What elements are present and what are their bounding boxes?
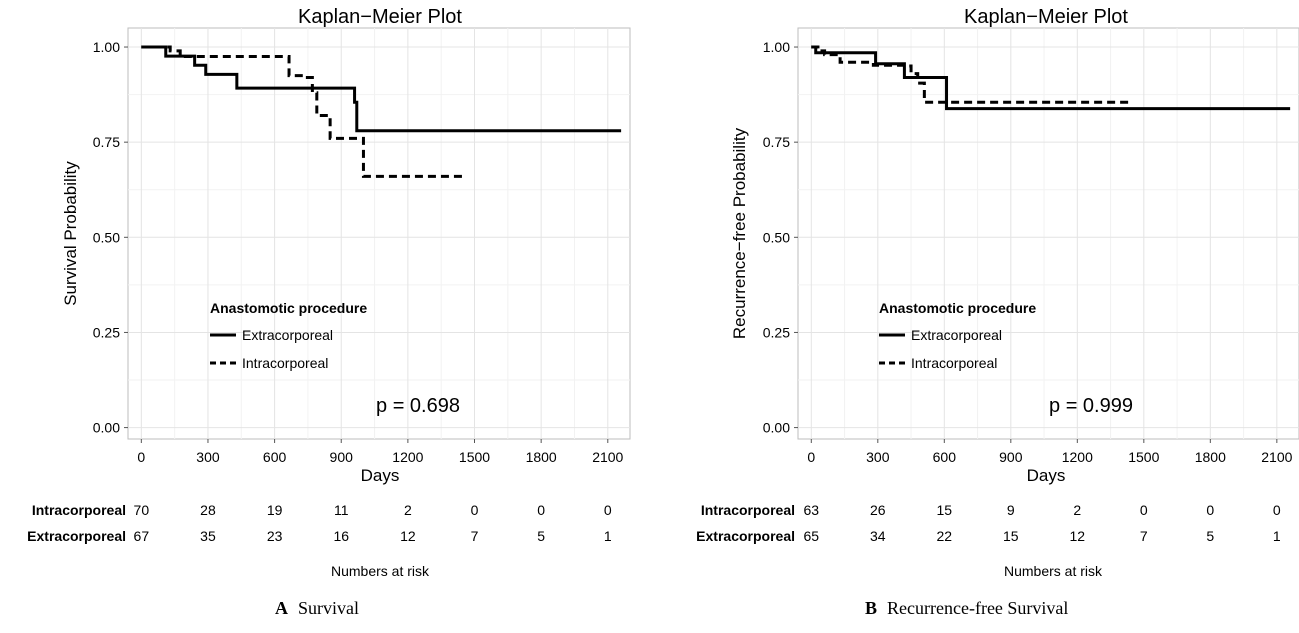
risk-row-label: Intracorporeal <box>32 502 126 518</box>
x-tick-label: 0 <box>807 449 815 465</box>
plot-area <box>127 27 631 440</box>
risk-value: 5 <box>537 528 545 544</box>
y-tick-label: 0.25 <box>763 324 790 340</box>
legend-label-intracorporeal: Intracorporeal <box>242 355 328 371</box>
x-tick-label: 1500 <box>459 449 490 465</box>
x-tick-label: 900 <box>330 449 354 465</box>
x-tick-label: 300 <box>866 449 890 465</box>
risk-value: 1 <box>1273 528 1281 544</box>
x-tick-label: 1800 <box>1195 449 1226 465</box>
risk-value: 70 <box>134 502 150 518</box>
risk-value: 0 <box>1273 502 1281 518</box>
risk-value: 2 <box>404 502 412 518</box>
x-axis-label: Days <box>1027 466 1066 485</box>
km-curve-extracorporeal <box>811 45 1291 111</box>
p-value: p = 0.999 <box>1049 395 1133 417</box>
legend-title: Anastomotic procedure <box>879 300 1036 316</box>
grid <box>798 28 1299 439</box>
risk-value: 15 <box>1003 528 1019 544</box>
risk-value: 7 <box>471 528 479 544</box>
x-axis-label: Days <box>361 466 400 485</box>
x-tick-label: 300 <box>196 449 220 465</box>
x-tick-label: 2100 <box>1261 449 1292 465</box>
x-tick-label: 0 <box>137 449 145 465</box>
caption-letter: B <box>865 598 877 618</box>
km-curve-intracorporeal <box>811 45 1133 104</box>
risk-value: 0 <box>471 502 479 518</box>
x-tick-label: 1500 <box>1128 449 1159 465</box>
caption-text: Survival <box>298 598 359 618</box>
chart-title: Kaplan−Meier Plot <box>964 6 1128 28</box>
legend: Anastomotic procedure Extracorporeal Intra… <box>879 300 1036 371</box>
x-tick-label: 1200 <box>392 449 423 465</box>
risk-value: 35 <box>200 528 216 544</box>
risk-value: 0 <box>1140 502 1148 518</box>
plot-area <box>797 27 1299 440</box>
y-tick-label: 1.00 <box>763 39 790 55</box>
risk-value: 2 <box>1073 502 1081 518</box>
km-curve-intracorporeal <box>141 45 464 178</box>
risk-value: 22 <box>937 528 953 544</box>
risk-value: 12 <box>1070 528 1086 544</box>
risk-value: 23 <box>267 528 283 544</box>
risk-value: 1 <box>604 528 612 544</box>
x-tick-label: 1800 <box>526 449 557 465</box>
y-tick-label: 0.00 <box>763 420 790 436</box>
figure-caption: B Recurrence-free Survival <box>865 598 1068 618</box>
legend: Anastomotic procedure Extracorporeal Intra… <box>210 300 367 371</box>
risk-value: 5 <box>1206 528 1214 544</box>
risk-value: 9 <box>1007 502 1015 518</box>
caption-letter: A <box>275 598 288 618</box>
risk-value: 26 <box>870 502 886 518</box>
y-tick-label: 0.50 <box>763 229 790 245</box>
risk-row-label: Extracorporeal <box>27 528 126 544</box>
x-tick-label: 600 <box>933 449 957 465</box>
legend-label-extracorporeal: Extracorporeal <box>242 327 333 343</box>
risk-value: 15 <box>937 502 953 518</box>
risk-value: 12 <box>400 528 416 544</box>
risk-value: 28 <box>200 502 216 518</box>
y-tick-label: 0.75 <box>763 134 790 150</box>
y-tick-label: 0.75 <box>93 134 120 150</box>
risk-value: 65 <box>804 528 820 544</box>
risk-table: Intracorporeal 70 28 19 11 2 0 0 0Extracorporeal… <box>27 502 612 579</box>
risk-row-label: Intracorporeal <box>701 502 795 518</box>
p-value: p = 0.698 <box>376 395 460 417</box>
risk-value: 34 <box>870 528 886 544</box>
risk-table-title: Numbers at risk <box>331 563 430 579</box>
chart-title: Kaplan−Meier Plot <box>298 6 462 28</box>
legend-label-intracorporeal: Intracorporeal <box>911 355 997 371</box>
y-tick-label: 0.25 <box>93 324 120 340</box>
caption-text: Recurrence-free Survival <box>887 598 1068 618</box>
risk-value: 63 <box>804 502 820 518</box>
risk-value: 16 <box>333 528 349 544</box>
risk-value: 19 <box>267 502 283 518</box>
y-axis-label: Survival Probability <box>61 161 80 306</box>
km-curve-extracorporeal <box>141 45 622 133</box>
legend-title: Anastomotic procedure <box>210 300 367 316</box>
y-tick-label: 0.00 <box>93 420 120 436</box>
risk-value: 0 <box>1206 502 1214 518</box>
risk-value: 11 <box>334 502 349 518</box>
y-tick-label: 1.00 <box>93 39 120 55</box>
x-tick-label: 1200 <box>1062 449 1093 465</box>
risk-value: 0 <box>537 502 545 518</box>
risk-value: 7 <box>1140 528 1148 544</box>
risk-table-title: Numbers at risk <box>1004 563 1103 579</box>
grid <box>128 28 630 439</box>
y-axis-label: Recurrence−free Probability <box>730 127 749 339</box>
risk-value: 67 <box>134 528 150 544</box>
legend-label-extracorporeal: Extracorporeal <box>911 327 1002 343</box>
risk-value: 0 <box>604 502 612 518</box>
figure-caption: A Survival <box>275 598 359 618</box>
x-tick-label: 2100 <box>592 449 623 465</box>
y-tick-label: 0.50 <box>93 229 120 245</box>
x-tick-label: 900 <box>999 449 1023 465</box>
x-tick-label: 600 <box>263 449 287 465</box>
risk-row-label: Extracorporeal <box>696 528 795 544</box>
